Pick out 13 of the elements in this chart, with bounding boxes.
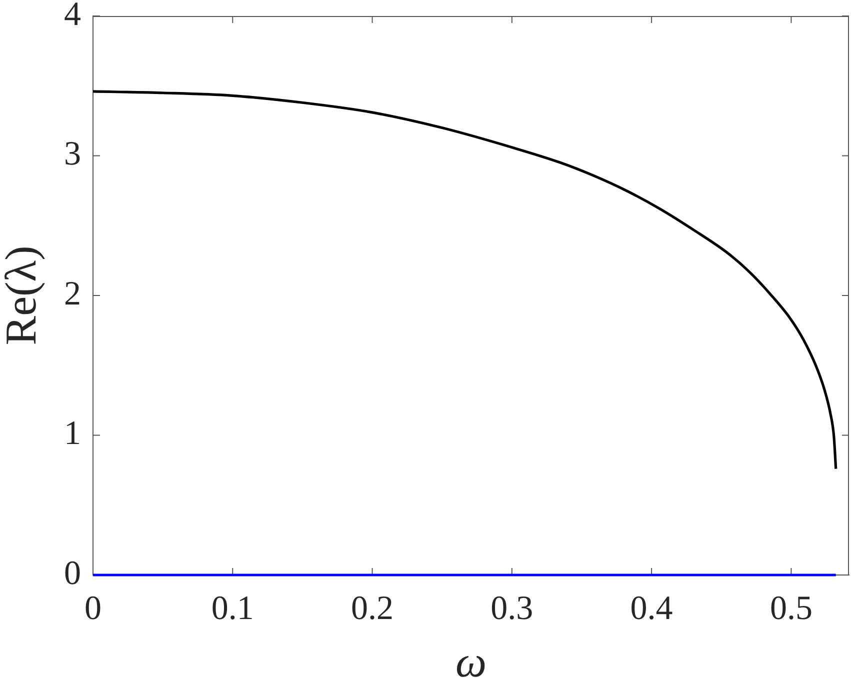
x-tick-label: 0.1 xyxy=(211,590,254,628)
x-tick-label: 0.5 xyxy=(770,590,812,628)
y-tick-label: 2 xyxy=(64,275,81,312)
y-tick-label: 3 xyxy=(64,136,81,173)
y-tick-label: 4 xyxy=(64,0,81,33)
line-series xyxy=(92,90,838,470)
x-tick-label: 0.4 xyxy=(630,590,673,628)
x-tick-label: 0.3 xyxy=(490,590,534,628)
x-tick-label: 0.2 xyxy=(351,590,394,628)
y-tick-label: 0 xyxy=(64,554,81,592)
y-axis-title: Re(λ) xyxy=(0,246,46,346)
y-tick-label: 1 xyxy=(64,415,81,452)
x-axis-title: ω xyxy=(455,637,487,678)
